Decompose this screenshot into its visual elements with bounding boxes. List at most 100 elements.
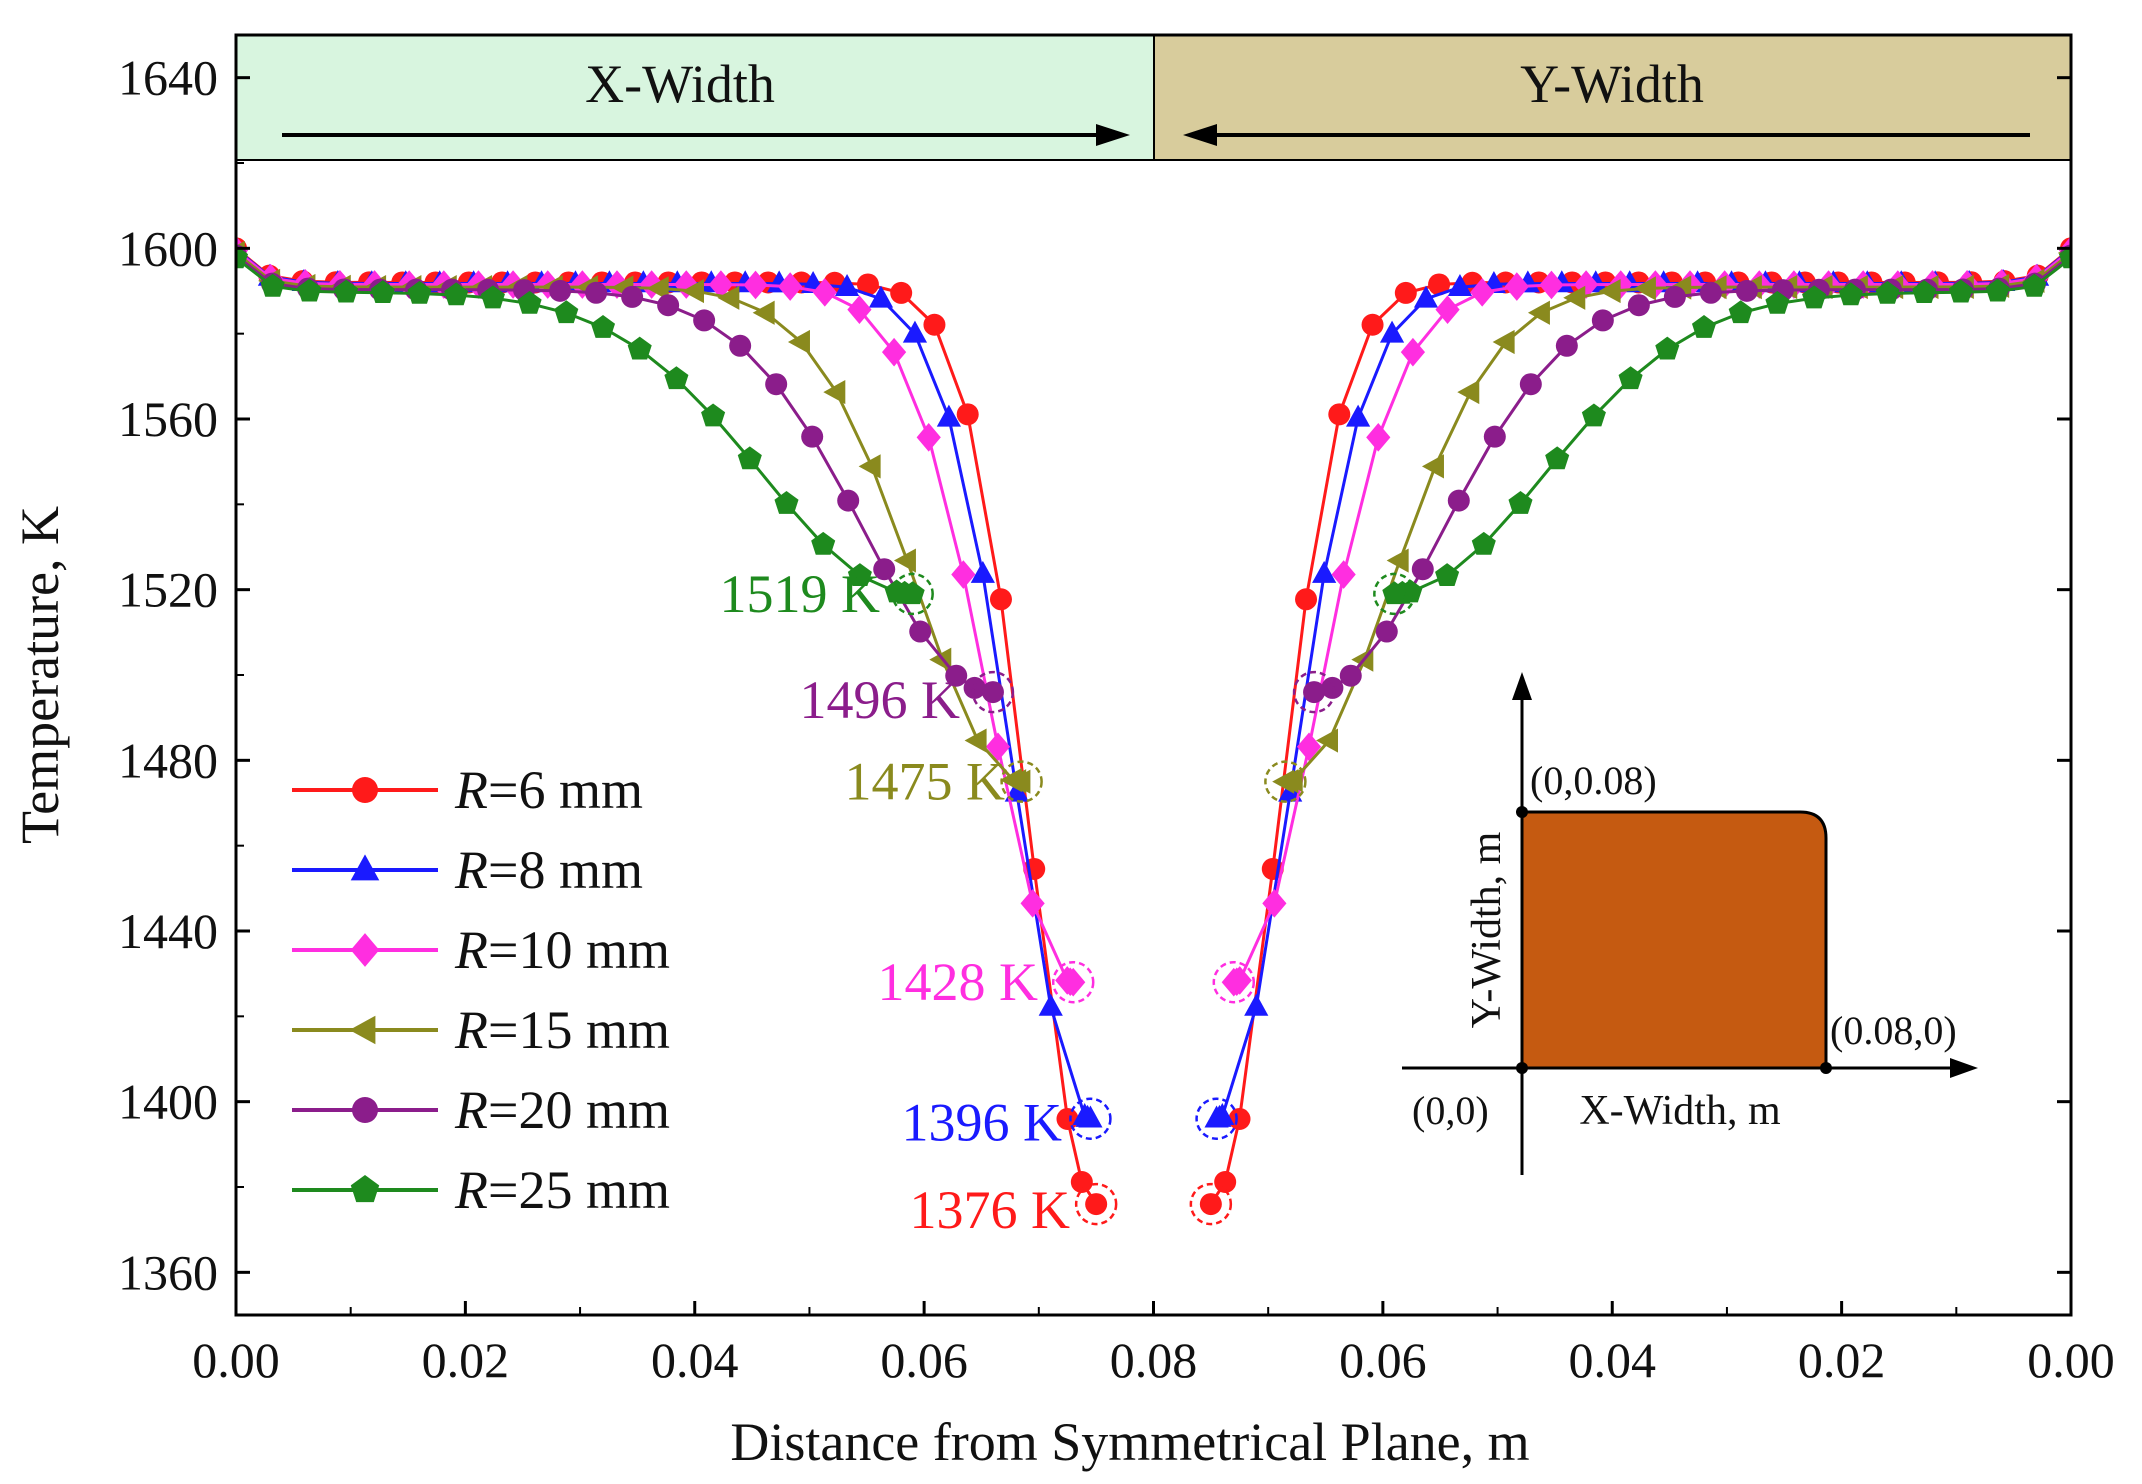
data-point — [1312, 560, 1337, 583]
y-tick-label: 1480 — [118, 732, 218, 788]
min-marker-circle — [891, 572, 934, 616]
data-point — [1728, 300, 1753, 324]
data-point — [951, 560, 976, 589]
data-point — [627, 336, 652, 360]
data-point — [1581, 403, 1606, 427]
series-20mm — [236, 244, 2071, 704]
data-point — [1447, 489, 1470, 512]
data-point — [1386, 548, 1409, 573]
data-point — [1539, 270, 1564, 300]
data-point — [1382, 581, 1407, 605]
legend-marker — [352, 777, 378, 803]
series-layer — [236, 236, 2071, 1216]
data-point — [1555, 334, 1578, 357]
data-point — [1228, 1107, 1251, 1130]
data-point — [1413, 285, 1439, 308]
data-point — [1655, 336, 1680, 360]
data-point — [260, 273, 285, 297]
data-point — [1470, 278, 1495, 307]
x-tick-label: 0.00 — [2027, 1332, 2115, 1388]
data-point — [1400, 337, 1426, 367]
data-point — [963, 676, 986, 699]
data-point — [868, 285, 894, 308]
data-point — [1598, 278, 1621, 304]
data-point — [881, 337, 907, 367]
min-marker-circle — [1069, 1097, 1112, 1140]
data-point — [1394, 281, 1417, 304]
x-axis-label: Distance from Symmetrical Plane, m — [730, 1412, 1529, 1472]
data-point — [1875, 280, 1900, 304]
x-tick-label: 0.00 — [192, 1332, 280, 1388]
min-marker-circle — [1074, 1182, 1118, 1226]
y-tick-label: 1360 — [118, 1244, 218, 1300]
legend-marker — [350, 933, 380, 967]
legend-label: R=15 mm — [454, 1000, 670, 1060]
min-marker-circle — [1292, 670, 1336, 714]
data-point — [639, 270, 664, 299]
data-point — [657, 294, 680, 317]
data-point — [1948, 279, 1973, 303]
min-marker-circle — [1000, 760, 1043, 803]
data-point — [837, 489, 860, 512]
min-marker-circle — [1051, 960, 1095, 1004]
y-tick-label: 1640 — [118, 50, 218, 106]
legend-entry: R=10 mm — [292, 920, 670, 980]
data-point — [1802, 285, 1827, 309]
data-point — [444, 282, 469, 306]
min-marker-circle — [1189, 1182, 1233, 1226]
y-width-panel-label: Y-Width — [1520, 54, 1704, 114]
data-point — [1296, 732, 1322, 762]
min-marker-circle — [971, 670, 1015, 714]
data-point — [2022, 273, 2047, 297]
data-point — [585, 281, 608, 304]
data-point — [989, 588, 1012, 611]
data-point — [1295, 588, 1318, 611]
inset-x-arrow-head — [1950, 1058, 1978, 1078]
data-point — [1985, 278, 2010, 302]
min-marker-circle — [1373, 572, 1416, 616]
data-point — [1483, 425, 1506, 448]
data-point — [1004, 779, 1029, 802]
data-point — [1545, 446, 1570, 470]
data-point — [981, 681, 1004, 704]
data-point — [893, 548, 916, 573]
data-point — [1085, 1193, 1108, 1216]
min-temp-annotation: 1376 K — [910, 1180, 1071, 1240]
inset-y-label: Y-Width, m — [1464, 831, 1510, 1028]
data-point — [708, 270, 733, 299]
data-point — [1504, 272, 1529, 301]
legend-entry: R=20 mm — [292, 1080, 670, 1140]
annotation-layer: 1376 K 1396 K 1428 K 1475 K 1496 K 1519 K — [720, 564, 1416, 1240]
data-point — [717, 285, 740, 310]
data-point — [1492, 329, 1515, 355]
x-tick-label: 0.04 — [651, 1332, 739, 1388]
data-point — [985, 732, 1011, 762]
x-width-panel — [235, 34, 1155, 161]
y-tick-label: 1560 — [118, 391, 218, 447]
data-point — [774, 490, 799, 514]
data-point — [1912, 280, 1937, 303]
legend-label: R=8 mm — [454, 840, 643, 900]
data-point — [1199, 1193, 1222, 1216]
data-point — [970, 560, 995, 583]
data-point — [1735, 279, 1758, 302]
data-point — [811, 531, 836, 555]
min-temp-annotation: 1428 K — [878, 952, 1039, 1012]
data-point — [1061, 967, 1086, 997]
data-point — [1379, 320, 1405, 343]
series-line — [1285, 251, 2071, 784]
y-tick-label: 1400 — [118, 1074, 218, 1130]
y-width-arrow-head — [1183, 124, 1217, 146]
data-point — [858, 454, 881, 479]
data-point — [554, 300, 579, 324]
min-marker-circle — [1195, 1097, 1238, 1140]
data-point — [729, 334, 752, 357]
data-point — [916, 423, 941, 452]
data-point — [1070, 1171, 1093, 1194]
series-15mm — [236, 240, 2071, 794]
data-point — [1204, 1105, 1229, 1128]
data-point — [1508, 490, 1533, 514]
inset-x-label: X-Width, m — [1579, 1088, 1781, 1134]
data-point — [1328, 403, 1351, 426]
data-point — [674, 270, 699, 299]
